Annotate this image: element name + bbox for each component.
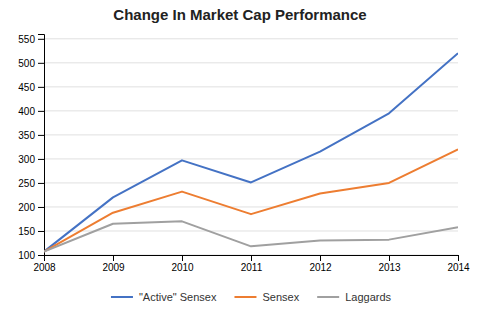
legend-swatch — [111, 296, 133, 298]
tick: 400 — [18, 106, 44, 117]
tick-label: 100 — [18, 250, 35, 261]
tick-label: 400 — [18, 106, 35, 117]
grid-line — [44, 62, 458, 63]
tick: 2014 — [447, 255, 470, 273]
plot: 2008 2009 2010 2011 2012 2013 2014 100 150 200 250… — [18, 34, 470, 274]
tick-label: 2014 — [447, 262, 470, 273]
tick-label: 2012 — [309, 262, 332, 273]
tick-label: 2008 — [33, 262, 56, 273]
legend-label: Sensex — [262, 291, 299, 303]
chart: 2008 2009 2010 2011 2012 2013 2014 100 150 200 250… — [0, 0, 480, 313]
legend-label: Laggards — [345, 291, 391, 303]
tick-mark — [38, 87, 44, 88]
tick: 250 — [18, 178, 44, 189]
tick-mark — [251, 255, 252, 261]
grid-line — [44, 206, 458, 207]
tick: 2012 — [309, 255, 332, 273]
legend-swatch — [234, 296, 256, 298]
grid-line — [44, 86, 458, 87]
tick: 550 — [18, 34, 44, 45]
series-group — [44, 53, 458, 251]
tick: 2008 — [33, 255, 56, 273]
line — [44, 221, 458, 251]
tick-label: 2009 — [102, 262, 125, 273]
tick-mark — [38, 39, 44, 40]
title: Change In Market Cap Performance — [113, 6, 366, 23]
tick-label: 500 — [18, 58, 35, 69]
legend-label: "Active" Sensex — [139, 291, 217, 303]
legend-item: Sensex — [234, 291, 299, 303]
tick-label: 2013 — [378, 262, 401, 273]
tick-mark — [320, 255, 321, 261]
legend-item: "Active" Sensex — [111, 291, 217, 303]
line — [44, 53, 458, 251]
tick-label: 150 — [18, 226, 35, 237]
tick: 2009 — [102, 255, 125, 273]
grid-line — [44, 230, 458, 231]
tick-label: 350 — [18, 130, 35, 141]
grid — [44, 39, 458, 255]
tick-mark — [38, 183, 44, 184]
tick-label: 300 — [18, 154, 35, 165]
tick-mark — [38, 207, 44, 208]
tick-mark — [38, 135, 44, 136]
y-axis: 100 150 200 250 300 350 400 450 500 550 — [18, 34, 44, 261]
tick: 450 — [18, 82, 44, 93]
tick-mark — [38, 231, 44, 232]
tick-mark — [182, 255, 183, 261]
legend-item: Laggards — [317, 291, 391, 303]
line — [44, 149, 458, 251]
tick: 200 — [18, 202, 44, 213]
tick-mark — [389, 255, 390, 261]
grid-line — [44, 134, 458, 135]
tick-label: 2010 — [171, 262, 194, 273]
grid-line — [44, 38, 458, 39]
x-axis: 2008 2009 2010 2011 2012 2013 2014 — [33, 255, 470, 273]
axis-domain — [38, 35, 45, 256]
tick: 2011 — [241, 255, 263, 273]
tick: 500 — [18, 58, 44, 69]
tick-mark — [458, 255, 459, 261]
grid-line — [44, 110, 458, 111]
tick: 350 — [18, 130, 44, 141]
tick-mark — [38, 159, 44, 160]
tick-label: 250 — [18, 178, 35, 189]
tick-mark — [38, 63, 44, 64]
tick-label: 200 — [18, 202, 35, 213]
tick-mark — [113, 255, 114, 261]
tick: 2010 — [171, 255, 194, 273]
tick-label: 450 — [18, 82, 35, 93]
tick-mark — [38, 111, 44, 112]
legend-swatch — [317, 296, 339, 298]
tick: 100 — [18, 250, 44, 261]
tick: 150 — [18, 226, 44, 237]
tick-label: 550 — [18, 34, 35, 45]
axis-domain — [45, 256, 459, 262]
tick: 300 — [18, 154, 44, 165]
grid-line — [44, 158, 458, 159]
legend: "Active" Sensex Sensex Laggards — [111, 291, 392, 303]
tick: 2013 — [378, 255, 401, 273]
tick-mark — [38, 255, 44, 256]
tick-label: 2011 — [241, 262, 263, 273]
